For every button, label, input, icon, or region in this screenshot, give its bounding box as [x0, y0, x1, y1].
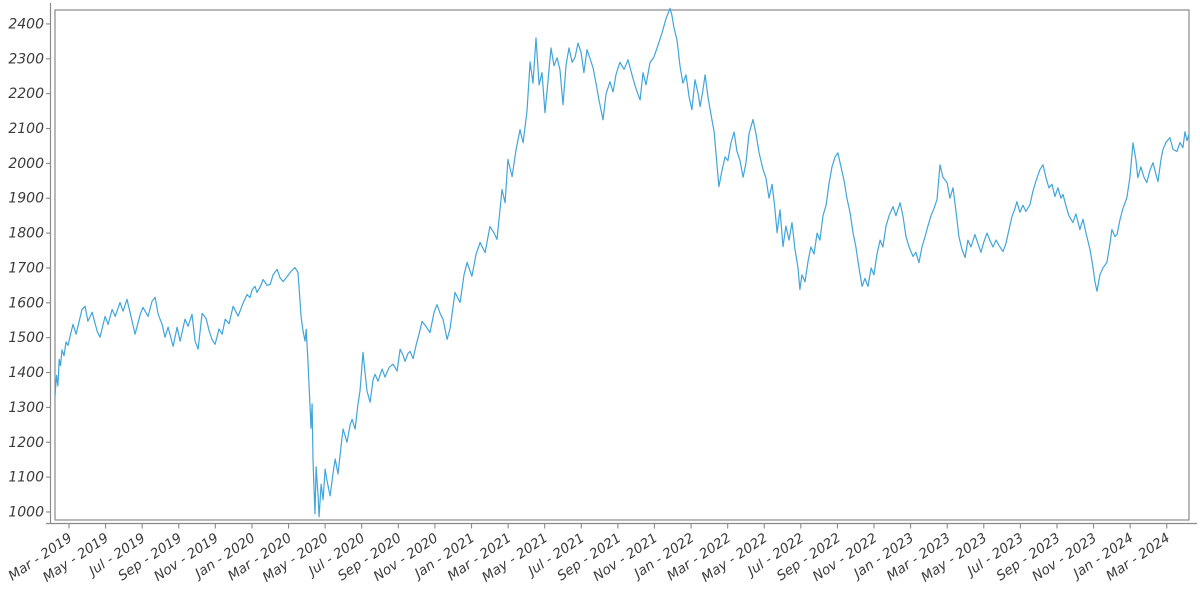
y-tick-label: 1300 — [8, 400, 44, 416]
y-tick-label: 2400 — [8, 16, 44, 32]
y-tick-label: 1500 — [8, 330, 44, 346]
plot-frame — [46, 3, 1197, 525]
price-line — [54, 7, 1190, 518]
axes-frame — [54, 9, 1190, 521]
y-tick-label: 2300 — [8, 51, 44, 67]
y-tick-label: 1100 — [8, 470, 44, 486]
y-tick-label: 1400 — [8, 365, 44, 381]
y-tick-label: 1800 — [8, 226, 44, 242]
y-tick-label: 1000 — [8, 504, 44, 520]
y-tick-label: 1700 — [8, 260, 44, 276]
y-tick-label: 1200 — [8, 435, 44, 451]
y-axis-ticks: 1000 1100 1200 1300 1400 1500 1600 1700 1800 1900… — [8, 16, 51, 520]
y-tick-label: 1900 — [8, 191, 44, 207]
y-tick-label: 2200 — [8, 86, 44, 102]
y-tick-label: 1600 — [8, 295, 44, 311]
data-series — [54, 7, 1190, 518]
y-tick-label: 2100 — [8, 121, 44, 137]
y-tick-label: 2000 — [8, 156, 44, 172]
